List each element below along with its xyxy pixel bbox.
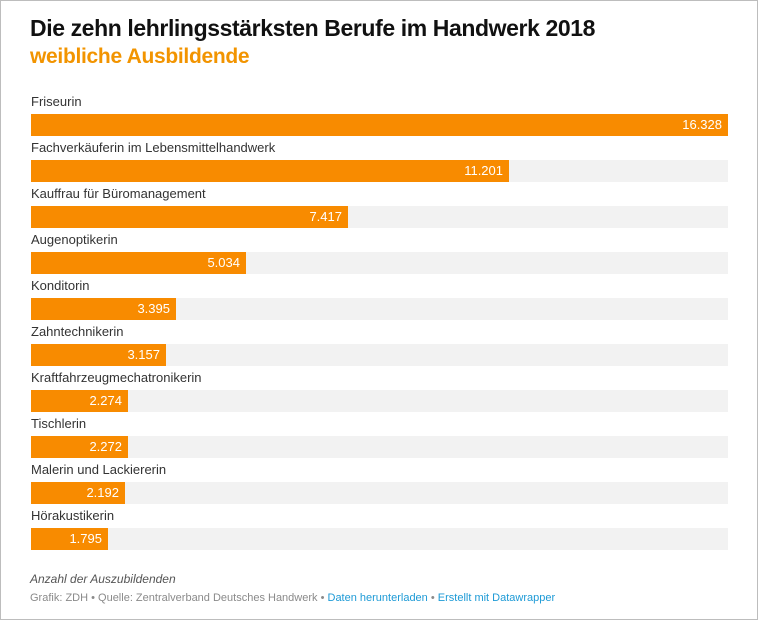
value-label: 1.795 xyxy=(69,531,102,546)
bar-track: 2.192 xyxy=(31,482,728,504)
bar-rows: Friseurin 16.328 Fachverkäuferin im Lebens… xyxy=(31,91,728,551)
category-label: Kraftfahrzeugmechatronikerin xyxy=(31,370,202,385)
bar: 3.395 xyxy=(31,298,176,320)
value-label: 7.417 xyxy=(309,209,342,224)
bar-track: 3.157 xyxy=(31,344,728,366)
bar-row: Tischlerin 2.272 xyxy=(31,413,728,459)
bar-track: 1.795 xyxy=(31,528,728,550)
bar: 5.034 xyxy=(31,252,246,274)
value-label: 2.272 xyxy=(89,439,122,454)
bar-row: Fachverkäuferin im Lebensmittelhandwerk 1… xyxy=(31,137,728,183)
bar: 16.328 xyxy=(31,114,728,136)
bar-track: 5.034 xyxy=(31,252,728,274)
bar-track: 7.417 xyxy=(31,206,728,228)
source-text: Grafik: ZDH • Quelle: Zentralverband Deu… xyxy=(30,592,318,604)
bar-row: Friseurin 16.328 xyxy=(31,91,728,137)
download-data-link[interactable]: Daten herunterladen xyxy=(327,592,428,604)
bar-row: Malerin und Lackiererin 2.192 xyxy=(31,459,728,505)
category-label: Hörakustikerin xyxy=(31,508,115,523)
category-label: Zahntechnikerin xyxy=(31,324,124,339)
bar: 11.201 xyxy=(31,160,509,182)
category-label: Malerin und Lackiererin xyxy=(31,462,167,477)
category-label: Konditorin xyxy=(31,278,90,293)
chart-footer: Grafik: ZDH • Quelle: Zentralverband Deu… xyxy=(30,592,555,604)
category-label: Fachverkäuferin im Lebensmittelhandwerk xyxy=(31,140,276,155)
value-label: 2.274 xyxy=(89,393,122,408)
separator: • xyxy=(427,592,438,604)
value-label: 3.395 xyxy=(137,301,170,316)
bar-row: Augenoptikerin 5.034 xyxy=(31,229,728,275)
bar: 1.795 xyxy=(31,528,108,550)
category-label: Tischlerin xyxy=(31,416,87,431)
value-label: 16.328 xyxy=(682,117,722,132)
value-label: 11.201 xyxy=(464,163,503,178)
value-label: 2.192 xyxy=(86,485,119,500)
chart-subtitle: weibliche Ausbildende xyxy=(30,45,250,68)
separator: • xyxy=(317,592,328,604)
bar-track: 16.328 xyxy=(31,114,728,136)
category-label: Augenoptikerin xyxy=(31,232,118,247)
bar: 7.417 xyxy=(31,206,348,228)
bar-row: Konditorin 3.395 xyxy=(31,275,728,321)
bar: 3.157 xyxy=(31,344,166,366)
value-label: 3.157 xyxy=(127,347,160,362)
bar-track: 11.201 xyxy=(31,160,728,182)
bar-row: Kauffrau für Büromanagement 7.417 xyxy=(31,183,728,229)
chart-notes: Anzahl der Auszubildenden xyxy=(30,572,176,586)
bar: 2.272 xyxy=(31,436,128,458)
bar: 2.274 xyxy=(31,390,128,412)
bar-track: 2.274 xyxy=(31,390,728,412)
bar-row: Kraftfahrzeugmechatronikerin 2.274 xyxy=(31,367,728,413)
category-label: Friseurin xyxy=(31,94,82,109)
chart-title: Die zehn lehrlingsstärksten Berufe im Ha… xyxy=(30,15,596,41)
value-label: 5.034 xyxy=(207,255,240,270)
category-label: Kauffrau für Büromanagement xyxy=(31,186,206,201)
datawrapper-link[interactable]: Erstellt mit Datawrapper xyxy=(437,592,556,604)
bar-track: 3.395 xyxy=(31,298,728,320)
bar-row: Zahntechnikerin 3.157 xyxy=(31,321,728,367)
bar-track: 2.272 xyxy=(31,436,728,458)
bar-row: Hörakustikerin 1.795 xyxy=(31,505,728,551)
bar: 2.192 xyxy=(31,482,125,504)
